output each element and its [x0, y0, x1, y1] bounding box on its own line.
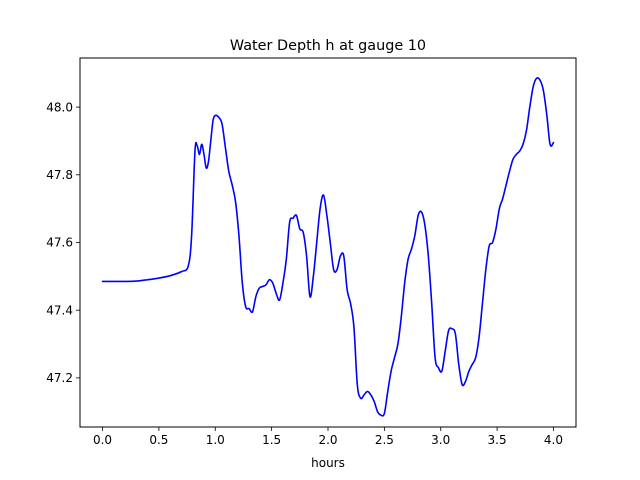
x-axis: 0.0 0.5 1.0 1.5 2.0 2.5 3.0 3.5 4.0	[93, 427, 563, 447]
x-tick-label: 4.0	[544, 433, 563, 447]
x-tick-label: 0.5	[149, 433, 168, 447]
x-tick-label: 1.5	[262, 433, 281, 447]
y-tick-label: 48.0	[46, 100, 73, 114]
y-tick-label: 47.2	[46, 371, 73, 385]
y-axis: 47.2 47.4 47.6 47.8 48.0	[46, 100, 80, 385]
x-tick-label: 3.0	[431, 433, 450, 447]
x-tick-label: 1.0	[206, 433, 225, 447]
x-tick-label: 0.0	[93, 433, 112, 447]
y-tick-label: 47.4	[46, 303, 73, 317]
chart-title: Water Depth h at gauge 10	[230, 38, 426, 54]
x-axis-label: hours	[311, 456, 345, 470]
y-tick-label: 47.6	[46, 236, 73, 250]
x-tick-label: 3.5	[488, 433, 507, 447]
series-line	[101, 77, 555, 417]
x-tick-label: 2.0	[318, 433, 337, 447]
y-tick-label: 47.8	[46, 168, 73, 182]
x-tick-label: 2.5	[375, 433, 394, 447]
